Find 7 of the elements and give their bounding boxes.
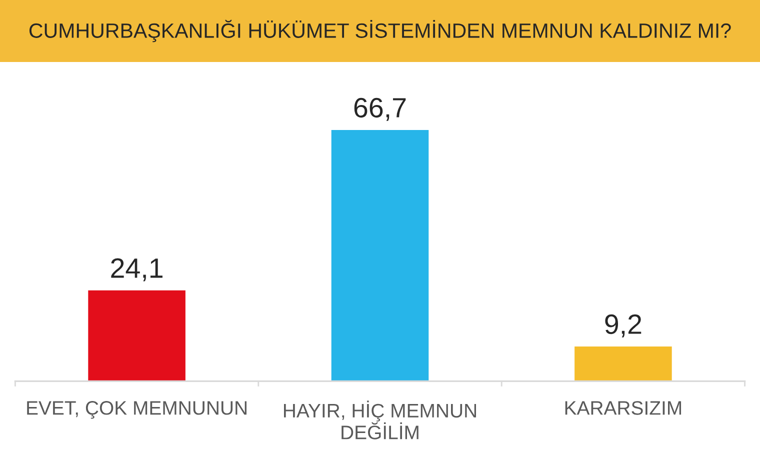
data-label: 24,1 bbox=[111, 258, 162, 282]
x-tick-label: HAYIR, HİÇ MEMNUN DEĞİLİM bbox=[284, 400, 476, 440]
x-tick-label: EVET, ÇOK MEMNUNUN bbox=[27, 401, 246, 419]
data-label: 9,2 bbox=[605, 314, 642, 338]
chart-title: CUMHURBAŞKANLIĞI HÜKÜMET SİSTEMİNDEN MEMNUN KALDINIZ MI? bbox=[29, 20, 731, 42]
x-tick-label: KARARSIZIM bbox=[565, 401, 682, 415]
data-label: 66,7 bbox=[354, 98, 406, 121]
